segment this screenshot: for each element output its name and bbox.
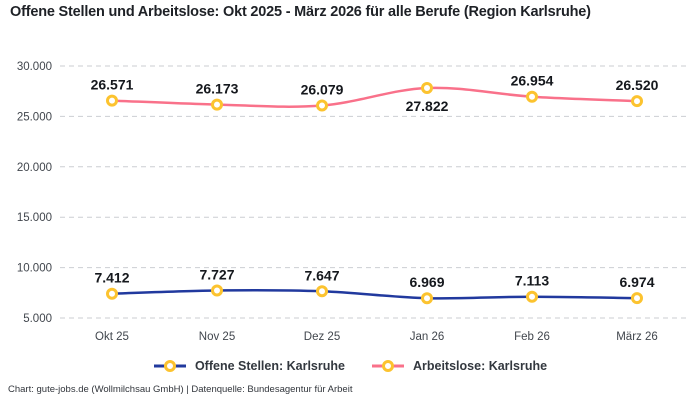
y-axis-tick-label: 25.000 xyxy=(17,111,52,123)
data-point-label: 26.079 xyxy=(301,82,344,98)
data-point-marker[interactable] xyxy=(421,292,433,305)
data-point-label: 26.571 xyxy=(91,77,134,93)
y-axis-tick-label: 20.000 xyxy=(17,162,52,174)
data-point-marker[interactable] xyxy=(106,287,118,300)
legend-marker-icon xyxy=(381,360,394,372)
data-point-label: 6.974 xyxy=(619,274,654,290)
data-point-marker[interactable] xyxy=(526,90,538,103)
data-point-label: 7.727 xyxy=(199,267,234,283)
y-axis-tick-label: 15.000 xyxy=(17,212,52,224)
legend-swatch-arbeitslose xyxy=(371,360,404,372)
data-point-label: 6.969 xyxy=(409,274,444,290)
data-point-marker[interactable] xyxy=(211,98,223,111)
data-point-label: 26.520 xyxy=(616,77,659,93)
y-axis-tick-label: 10.000 xyxy=(17,263,52,275)
x-axis-tick-label: März 26 xyxy=(616,331,658,343)
legend-label-offene-stellen: Offene Stellen: Karlsruhe xyxy=(194,359,345,373)
y-axis-tick-label: 30.000 xyxy=(17,61,52,73)
legend-marker-icon xyxy=(163,360,176,372)
legend-item-arbeitslose[interactable]: Arbeitslose: Karlsruhe xyxy=(371,359,547,373)
data-point-marker[interactable] xyxy=(211,284,223,297)
legend-label-arbeitslose: Arbeitslose: Karlsruhe xyxy=(412,359,548,373)
data-point-marker[interactable] xyxy=(631,292,643,305)
data-point-label: 26.954 xyxy=(511,73,554,89)
data-point-label: 7.647 xyxy=(304,267,339,283)
x-axis-tick-label: Dez 25 xyxy=(304,331,340,343)
data-point-label: 7.113 xyxy=(515,273,549,289)
x-axis-tick-label: Nov 25 xyxy=(199,331,235,343)
data-point-marker[interactable] xyxy=(631,95,643,108)
x-axis-tick-label: Okt 25 xyxy=(95,331,129,343)
data-point-label: 26.173 xyxy=(196,81,239,97)
data-point-marker[interactable] xyxy=(316,99,328,112)
chart-source-caption: Chart: gute-jobs.de (Wollmilchsau GmbH) … xyxy=(8,384,353,395)
legend-item-offene-stellen[interactable]: Offene Stellen: Karlsruhe xyxy=(153,359,345,373)
y-axis-tick-label: 5.000 xyxy=(23,313,52,325)
legend-swatch-offene-stellen xyxy=(153,360,186,372)
series-line-1 xyxy=(110,86,639,108)
series-line-0 xyxy=(110,288,639,300)
data-point-label: 27.822 xyxy=(406,98,449,114)
data-point-label: 7.412 xyxy=(94,270,129,286)
data-point-marker[interactable] xyxy=(526,290,538,303)
x-axis-tick-label: Jan 26 xyxy=(410,331,445,343)
data-point-marker[interactable] xyxy=(106,94,118,107)
x-axis-tick-label: Feb 26 xyxy=(514,331,550,343)
data-point-marker[interactable] xyxy=(316,285,328,298)
chart-title: Offene Stellen und Arbeitslose: Okt 2025… xyxy=(10,4,591,20)
data-point-marker[interactable] xyxy=(421,82,433,94)
legend: Offene Stellen: Karlsruhe Arbeitslose: K… xyxy=(0,359,700,373)
